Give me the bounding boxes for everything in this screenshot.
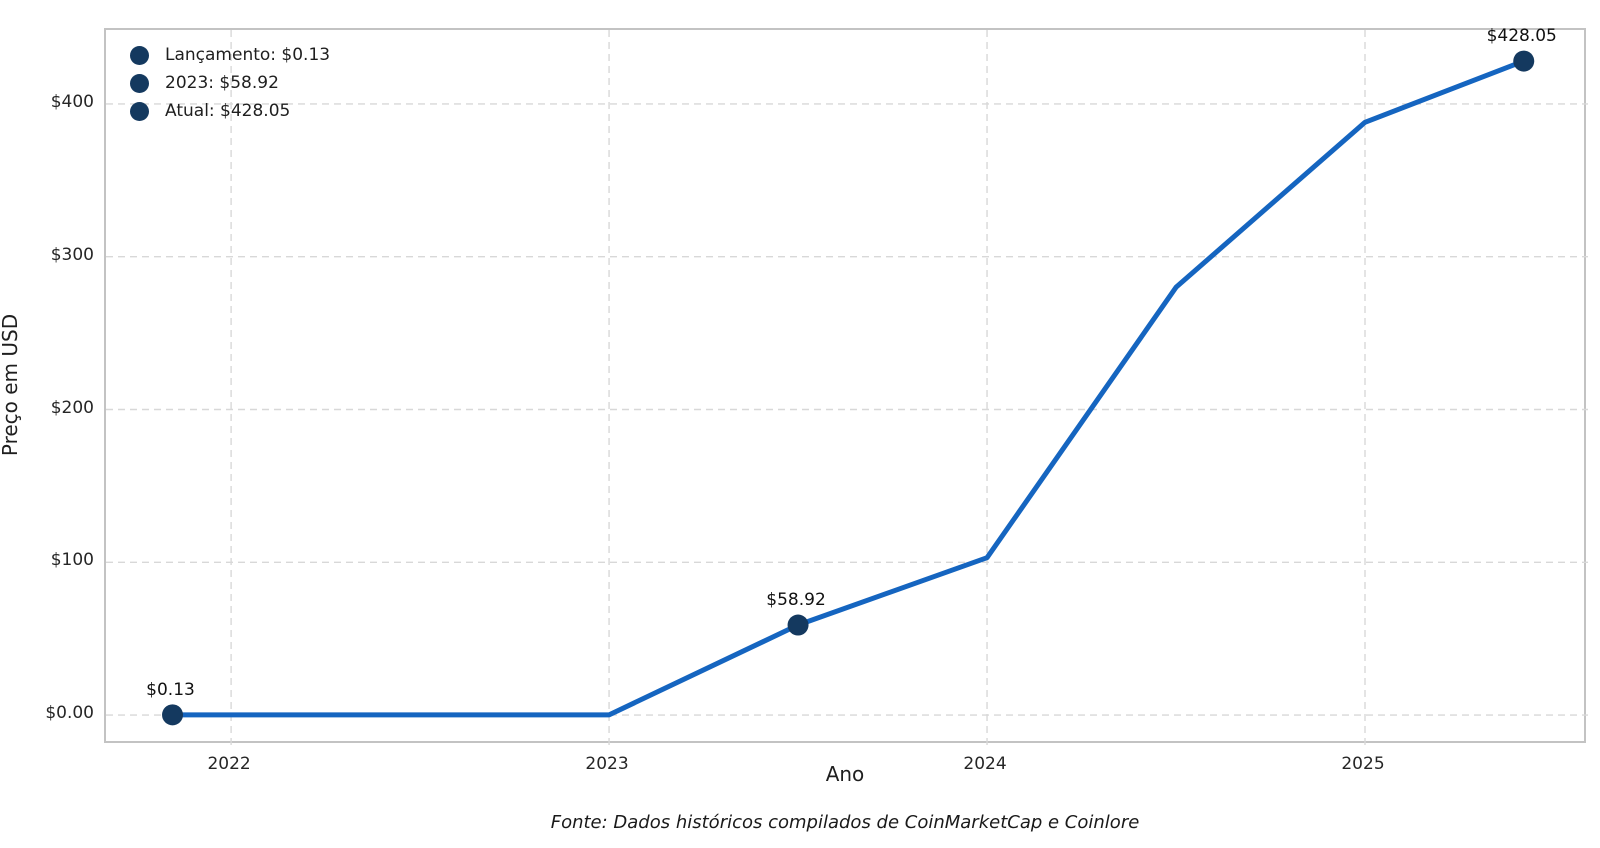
legend-item-label: 2023: $58.92: [165, 73, 279, 93]
legend-item-label: Lançamento: $0.13: [165, 45, 331, 65]
value-annotation: $58.92: [766, 590, 826, 611]
chart-canvas: [106, 30, 1588, 745]
legend-item: 2023: $58.92: [130, 69, 330, 97]
y-tick-label: $100: [50, 550, 94, 571]
y-tick-label: $0.00: [45, 703, 94, 724]
legend-marker-icon: [130, 101, 149, 121]
x-tick-label: 2024: [963, 754, 1007, 774]
data-point-marker: [787, 614, 809, 636]
legend-marker-icon: [130, 45, 149, 65]
legend: Lançamento: $0.13 2023: $58.92 Atual: $428…: [130, 41, 330, 125]
value-annotation: $0.13: [146, 679, 195, 700]
x-axis-label: Ano: [825, 762, 865, 786]
y-tick-label: $400: [50, 91, 94, 112]
y-tick-label: $300: [50, 244, 94, 265]
legend-item-label: Atual: $428.05: [165, 101, 291, 121]
plot-area: Lançamento: $0.13 2023: $58.92 Atual: $428…: [104, 28, 1588, 745]
price-line: [170, 58, 1527, 718]
legend-marker-icon: [130, 73, 149, 93]
x-tick-label: 2025: [1341, 754, 1385, 774]
data-point-marker: [1513, 50, 1535, 72]
source-note: Fonte: Dados históricos compilados de Co…: [550, 812, 1140, 833]
x-tick-label: 2022: [207, 754, 251, 774]
legend-item: Atual: $428.05: [130, 97, 330, 125]
legend-item: Lançamento: $0.13: [130, 41, 330, 69]
y-tick-label: $200: [50, 397, 94, 418]
data-point-marker: [162, 704, 184, 726]
value-annotation: $428.05: [1486, 26, 1557, 47]
y-axis-label: Preço em USD: [0, 313, 22, 457]
x-tick-label: 2023: [585, 754, 629, 774]
